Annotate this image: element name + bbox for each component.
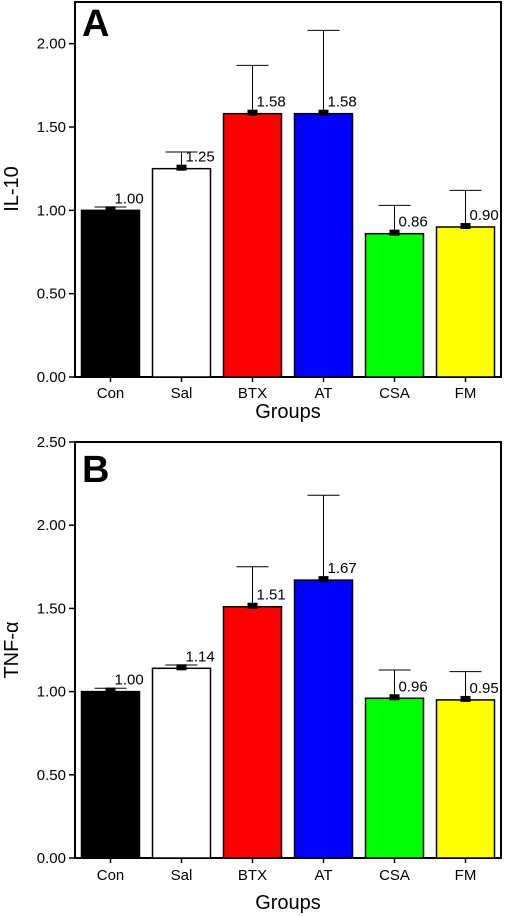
mean-marker (460, 695, 471, 702)
mean-marker (176, 164, 187, 171)
panel-letter: B (82, 449, 109, 491)
y-axis-title: IL-10 (1, 166, 23, 212)
y-tick-label: 0.00 (37, 369, 66, 386)
category-label: BTX (238, 867, 267, 884)
mean-marker (389, 694, 400, 701)
value-label: 0.95 (470, 680, 499, 697)
y-tick-label: 2.00 (37, 36, 66, 53)
value-label: 1.00 (115, 190, 144, 207)
category-label: FM (455, 867, 477, 884)
y-axis-title: TNF-α (1, 621, 23, 678)
mean-marker (247, 602, 258, 609)
mean-marker (460, 223, 471, 229)
category-label: FM (455, 385, 477, 402)
bar-csa (364, 232, 425, 378)
bar-fm (435, 699, 496, 859)
mean-marker (105, 687, 116, 694)
y-tick-label: 0.50 (37, 286, 66, 303)
y-tick-label: 1.00 (37, 684, 66, 701)
bar-at (293, 579, 354, 859)
value-label: 0.86 (399, 214, 428, 231)
bar-at (293, 112, 354, 378)
y-tick-label: 2.50 (37, 434, 66, 451)
category-label: CSA (379, 385, 410, 402)
bar-sal (151, 167, 212, 378)
chart-panel-b: B 0.00 0.50 1.00 1.50 2.00 2.50 TNF-α Groups 1.00… (1, 434, 502, 914)
bar-con (80, 209, 141, 378)
value-label: 1.67 (328, 560, 357, 577)
mean-marker (389, 229, 400, 236)
plot-frame (74, 1, 502, 378)
mean-marker (176, 664, 187, 671)
y-tick-label: 0.50 (37, 767, 66, 784)
category-label: Con (97, 385, 125, 402)
category-label: Sal (171, 385, 193, 402)
mean-marker (318, 109, 329, 116)
value-label: 0.90 (470, 207, 499, 224)
bar-btx (222, 112, 283, 378)
bar-fm (435, 226, 496, 378)
value-label: 1.00 (115, 672, 144, 689)
bar-csa (364, 697, 425, 859)
chart-panel-a: A 0.00 0.50 1.00 1.50 2.00 IL-10 Groups 1.00 Con 1… (1, 1, 502, 423)
mean-marker (247, 109, 258, 116)
bar-sal (151, 667, 212, 859)
category-label: BTX (238, 385, 267, 402)
x-axis-title: Groups (255, 892, 321, 914)
value-label: 1.58 (328, 94, 357, 111)
category-label: AT (314, 385, 332, 402)
category-label: Con (97, 867, 125, 884)
y-tick-label: 1.50 (37, 600, 66, 617)
y-tick-label: 1.50 (37, 119, 66, 136)
value-label: 1.25 (186, 149, 215, 166)
bar-con (80, 690, 141, 859)
x-axis-title: Groups (255, 401, 321, 423)
y-tick-label: 0.00 (37, 850, 66, 867)
bar-btx (222, 605, 283, 859)
y-tick-label: 2.00 (37, 517, 66, 534)
value-label: 0.96 (399, 678, 428, 695)
mean-marker (105, 206, 116, 213)
y-tick-label: 1.00 (37, 202, 66, 219)
value-label: 1.58 (257, 94, 286, 111)
category-label: AT (314, 867, 332, 884)
value-label: 1.51 (257, 587, 286, 604)
category-label: CSA (379, 867, 410, 884)
panel-letter: A (82, 3, 109, 45)
plot-frame (74, 441, 502, 859)
mean-marker (318, 576, 329, 583)
category-label: Sal (171, 867, 193, 884)
value-label: 1.14 (186, 648, 215, 665)
